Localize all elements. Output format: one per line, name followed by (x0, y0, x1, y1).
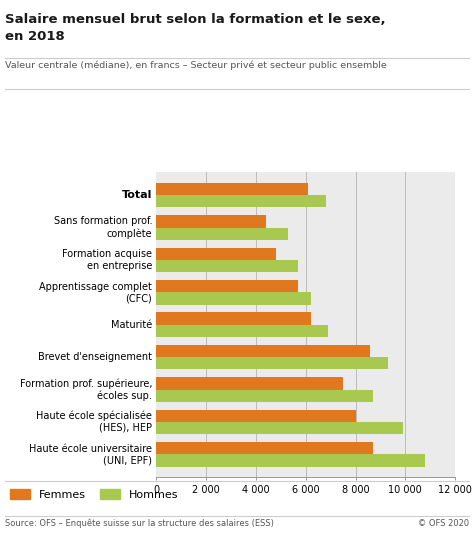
Bar (156, 390, 373, 402)
Text: © OFS 2020: © OFS 2020 (418, 519, 469, 528)
Bar (156, 280, 298, 292)
Bar (156, 357, 388, 369)
Legend: Femmes, Hommes: Femmes, Hommes (10, 489, 178, 500)
Bar (156, 215, 266, 227)
Text: Valeur centrale (médiane), en francs – Secteur privé et secteur public ensemble: Valeur centrale (médiane), en francs – S… (5, 60, 386, 70)
Bar (156, 345, 370, 357)
Bar (156, 422, 403, 434)
Bar (156, 377, 343, 390)
Bar (156, 454, 425, 467)
Text: Salaire mensuel brut selon la formation et le sexe,: Salaire mensuel brut selon la formation … (5, 13, 385, 26)
Bar (156, 195, 326, 208)
Text: Source: OFS – Enquête suisse sur la structure des salaires (ESS): Source: OFS – Enquête suisse sur la stru… (5, 519, 273, 528)
Bar (156, 292, 311, 305)
Bar (156, 260, 298, 272)
Bar (156, 183, 308, 195)
Bar (156, 313, 311, 324)
Bar (156, 324, 328, 337)
Bar (156, 410, 356, 422)
Text: en 2018: en 2018 (5, 30, 64, 43)
Bar (156, 247, 276, 260)
Bar (156, 227, 288, 240)
Bar (156, 442, 373, 454)
